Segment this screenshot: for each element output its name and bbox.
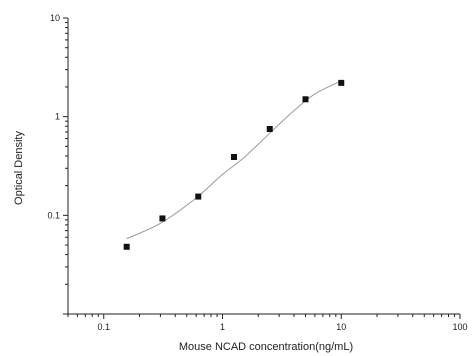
y-tick-label: 0.1 — [47, 210, 60, 220]
data-point — [231, 154, 238, 161]
x-tick-label: 100 — [452, 322, 467, 332]
x-axis-title: Mouse NCAD concentration(ng/mL) — [179, 341, 353, 353]
fit-curve-layer — [126, 80, 342, 240]
data-point — [195, 193, 202, 200]
axes: 0.1 1 10 100 0.1 1 10 — [47, 13, 467, 332]
data-point — [159, 215, 166, 222]
data-point — [123, 243, 130, 250]
data-point — [338, 79, 345, 86]
x-tick-label: 10 — [336, 322, 346, 332]
fit-curve-line — [126, 80, 342, 240]
y-tick-label: 1 — [55, 112, 60, 122]
data-points — [123, 79, 345, 250]
x-tick-label: 0.1 — [97, 322, 110, 332]
data-point — [302, 96, 309, 103]
data-point — [266, 125, 273, 132]
x-tick-label: 1 — [220, 322, 225, 332]
y-axis-title: Optical Density — [13, 131, 25, 205]
y-tick-label: 10 — [50, 13, 60, 23]
